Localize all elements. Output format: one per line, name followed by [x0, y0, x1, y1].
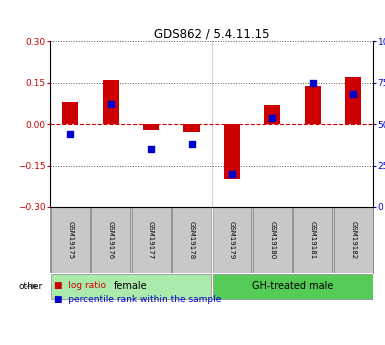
Bar — [264, 105, 280, 124]
Bar — [51, 274, 211, 299]
Bar — [345, 77, 361, 124]
Text: GSM19182: GSM19182 — [350, 221, 356, 259]
Point — [148, 146, 154, 152]
Bar — [213, 207, 251, 273]
Text: GSM19179: GSM19179 — [229, 221, 235, 259]
Bar — [183, 124, 199, 132]
Bar — [143, 124, 159, 130]
Bar — [132, 207, 171, 273]
Bar — [91, 207, 130, 273]
Bar — [334, 207, 373, 273]
Bar — [213, 274, 373, 299]
Bar — [62, 102, 79, 124]
Text: ■  percentile rank within the sample: ■ percentile rank within the sample — [54, 295, 221, 304]
Text: GSM19175: GSM19175 — [67, 221, 73, 259]
Point — [350, 92, 356, 97]
Text: GSM19178: GSM19178 — [189, 221, 194, 259]
Point — [310, 80, 316, 86]
Text: GSM19177: GSM19177 — [148, 221, 154, 259]
Bar — [305, 86, 321, 124]
Bar — [102, 80, 119, 124]
Bar — [293, 207, 332, 273]
Point — [189, 141, 194, 147]
Text: other: other — [18, 282, 42, 291]
Point — [107, 101, 114, 107]
Text: GSM19181: GSM19181 — [310, 221, 316, 259]
Text: GSM19176: GSM19176 — [108, 221, 114, 259]
Bar — [224, 124, 240, 179]
Bar — [253, 207, 292, 273]
Bar — [51, 207, 90, 273]
Point — [270, 115, 276, 120]
Text: ■  log ratio: ■ log ratio — [54, 281, 106, 290]
Point — [67, 131, 73, 137]
Point — [229, 171, 235, 177]
Bar — [172, 207, 211, 273]
Text: GH-treated male: GH-treated male — [252, 282, 333, 291]
Text: female: female — [114, 282, 148, 291]
Title: GDS862 / 5.4.11.15: GDS862 / 5.4.11.15 — [154, 27, 270, 40]
Text: GSM19180: GSM19180 — [270, 221, 275, 259]
